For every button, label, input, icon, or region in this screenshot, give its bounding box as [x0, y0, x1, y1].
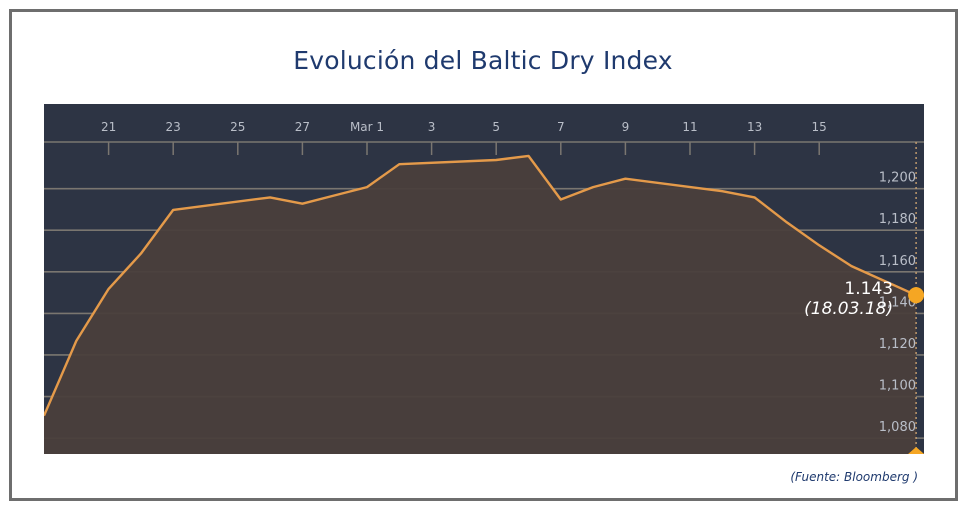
x-tick-label: Mar 1	[350, 120, 384, 134]
baltic-dry-index-chart: 21 23 25 27 Mar 1 3 5 7 9 11 13 15 1,200 1,180 1,160 1…	[44, 104, 924, 454]
x-tick-label: 9	[622, 120, 630, 134]
y-tick-label: 1,180	[879, 212, 916, 227]
x-tick-label: 15	[812, 120, 827, 134]
series-line	[44, 154, 917, 417]
y-tick-label: 1,200	[879, 171, 916, 186]
chart-title: Evolución del Baltic Dry Index	[293, 46, 673, 75]
x-tick-label: 25	[230, 120, 245, 134]
y-tick-label: 1,160	[879, 254, 916, 269]
y-tick-label: 1,120	[879, 337, 916, 352]
x-tick-label: 5	[492, 120, 500, 134]
last-value-date-label: (18.03.18)	[804, 299, 893, 319]
x-tick-label: 7	[557, 120, 565, 134]
crosshair-pointer	[908, 447, 924, 454]
x-tick-label: 3	[428, 120, 436, 134]
last-value-marker	[908, 287, 924, 304]
x-tick-label: 27	[295, 120, 310, 134]
x-tick-label: 11	[682, 120, 697, 134]
last-value-label: 1.143	[844, 279, 893, 299]
source-note: (Fuente: Bloomberg )	[790, 470, 918, 484]
x-tick-label: 13	[747, 120, 762, 134]
y-tick-label: 1,140	[879, 295, 916, 310]
x-tick-label: 21	[101, 120, 116, 134]
series-area	[44, 155, 917, 454]
x-tick-label: 23	[166, 120, 181, 134]
y-tick-label: 1,100	[879, 379, 916, 394]
y-tick-label: 1,080	[879, 420, 916, 435]
